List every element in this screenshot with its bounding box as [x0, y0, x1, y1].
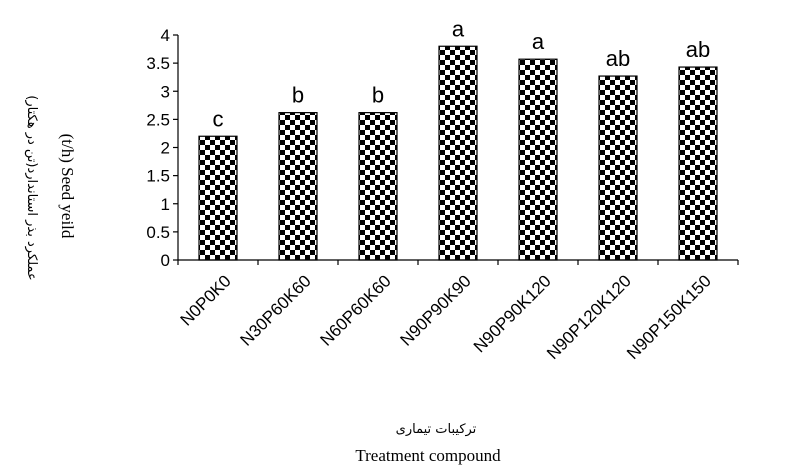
x-category-label: N0P0K0 — [177, 271, 235, 329]
y-tick-label: 3 — [161, 82, 170, 101]
x-category-label: N60P60K60 — [317, 271, 395, 349]
y-tick-label: 1 — [161, 195, 170, 214]
y-tick-label: 1.5 — [146, 167, 170, 186]
significance-letter: c — [213, 106, 224, 131]
x-category-label: N90P120K120 — [543, 271, 635, 363]
x-axis-title: Treatment compound — [355, 446, 501, 465]
bar-N0P0K0 — [198, 135, 238, 261]
y-tick-label: 0.5 — [146, 223, 170, 242]
y-axis-title: (t/h) Seed yeild — [58, 134, 77, 239]
x-category-label: N90P150K150 — [623, 271, 715, 363]
significance-letter: ab — [686, 37, 710, 62]
bar-N90P90K90 — [438, 45, 478, 261]
significance-letter: b — [292, 83, 304, 108]
x-category-label: N90P90K120 — [470, 271, 555, 356]
y-tick-label: 2 — [161, 139, 170, 158]
y-axis: 0 0.5 1 1.5 2 2.5 3 3.5 4 — [146, 26, 179, 270]
significance-letter: a — [532, 29, 545, 54]
y-tick-label: 2.5 — [146, 110, 170, 129]
bar-N90P120K120 — [598, 75, 638, 261]
x-axis: N0P0K0 N30P60K60 N60P60K60 N90P90K90N90P90K… — [177, 259, 739, 363]
x-category-label: N90P90K90 — [397, 271, 475, 349]
y-tick-label: 3.5 — [146, 54, 170, 73]
y-tick-label: 4 — [161, 26, 170, 45]
significance-letter: b — [372, 83, 384, 108]
significance-letter: ab — [606, 46, 630, 71]
significance-letter: a — [452, 16, 465, 41]
bar-N90P90K120 — [518, 58, 558, 261]
y-axis-title-persian: عملکرد بذر استاندارد(تن در هکتار) — [24, 95, 39, 280]
bar-N60P60K60 — [358, 112, 398, 261]
significance-labels: c b b a a ab ab — [213, 16, 711, 131]
bar-N90P150K150 — [678, 66, 718, 261]
y-tick-label: 0 — [161, 251, 170, 270]
x-axis-title-persian: ترکیبات تیماری — [396, 422, 477, 437]
bar-N30P60K60 — [278, 112, 318, 261]
x-category-label: N30P60K60 — [237, 271, 315, 349]
bars-group — [198, 45, 718, 261]
